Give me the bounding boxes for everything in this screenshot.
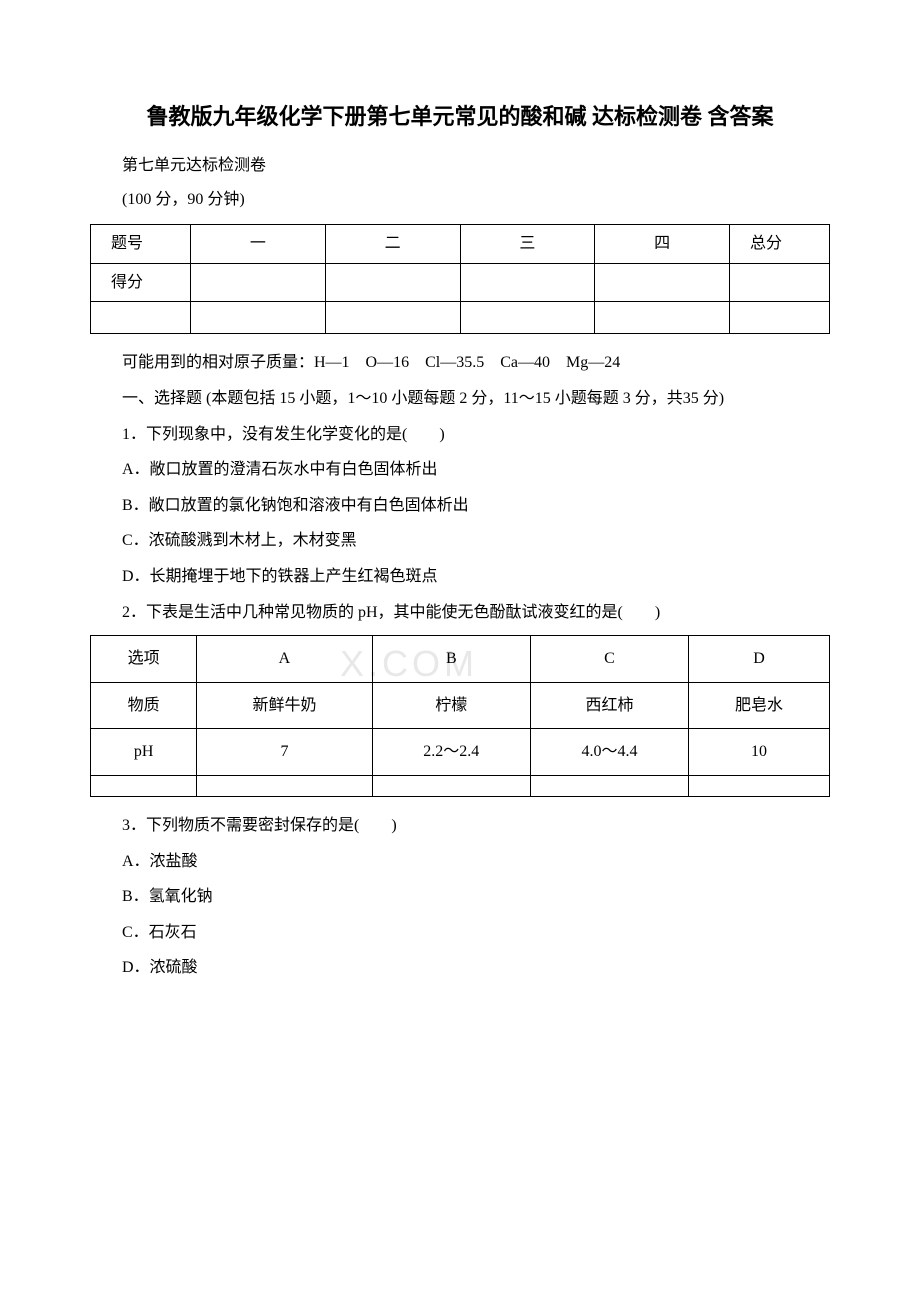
ph-cell: 2.2～2.4 — [372, 729, 530, 776]
ph-header: B — [372, 636, 530, 683]
ph-cell — [689, 775, 830, 796]
ph-label: pH — [91, 729, 197, 776]
question-stem: 3．下列物质不需要密封保存的是( ) — [90, 813, 830, 839]
ph-table: 选项 A B C D 物质 新鲜牛奶 柠檬 西红柿 肥皂水 pH 7 2.2～2… — [90, 635, 830, 797]
question-stem: 1．下列现象中，没有发生化学变化的是( ) — [90, 422, 830, 448]
question-stem: 2．下表是生活中几种常见物质的 pH，其中能使无色酚酞试液变红的是( ) — [90, 600, 830, 626]
ph-label: 物质 — [91, 682, 197, 729]
document-title: 鲁教版九年级化学下册第七单元常见的酸和碱 达标检测卷 含答案 — [90, 100, 830, 133]
score-cell — [595, 302, 730, 334]
ph-cell — [197, 775, 373, 796]
ph-cell — [91, 775, 197, 796]
ph-cell — [372, 775, 530, 796]
ph-cell: 新鲜牛奶 — [197, 682, 373, 729]
ph-cell: 肥皂水 — [689, 682, 830, 729]
ph-cell: 4.0～4.4 — [530, 729, 688, 776]
score-header-cell: 一 — [191, 225, 326, 264]
score-cell — [191, 302, 326, 334]
table-row: 选项 A B C D — [91, 636, 830, 683]
score-cell — [730, 302, 830, 334]
option-d: D．浓硫酸 — [90, 955, 830, 981]
score-header-cell: 四 — [595, 225, 730, 264]
ph-cell: 10 — [689, 729, 830, 776]
score-cell — [730, 263, 830, 302]
table-row: 题号 一 二 三 四 总分 — [91, 225, 830, 264]
ph-cell — [530, 775, 688, 796]
score-cell — [325, 302, 460, 334]
ph-header: C — [530, 636, 688, 683]
table-row — [91, 302, 830, 334]
table-row: pH 7 2.2～2.4 4.0～4.4 10 — [91, 729, 830, 776]
option-b: B．氢氧化钠 — [90, 884, 830, 910]
table-row — [91, 775, 830, 796]
score-header-cell: 总分 — [730, 225, 830, 264]
section-heading: 一、选择题 (本题包括 15 小题，1～10 小题每题 2 分，11～15 小题… — [90, 386, 830, 412]
exam-info: (100 分，90 分钟) — [90, 187, 830, 213]
table-row: 物质 新鲜牛奶 柠檬 西红柿 肥皂水 — [91, 682, 830, 729]
score-row-label: 得分 — [91, 263, 191, 302]
option-a: A．浓盐酸 — [90, 849, 830, 875]
score-header-label: 题号 — [91, 225, 191, 264]
ph-cell: 7 — [197, 729, 373, 776]
score-cell — [191, 263, 326, 302]
score-header-cell: 二 — [325, 225, 460, 264]
score-cell — [460, 302, 595, 334]
ph-header: D — [689, 636, 830, 683]
option-b: B．敞口放置的氯化钠饱和溶液中有白色固体析出 — [90, 493, 830, 519]
ph-cell: 西红柿 — [530, 682, 688, 729]
ph-header: 选项 — [91, 636, 197, 683]
ph-cell: 柠檬 — [372, 682, 530, 729]
score-cell — [460, 263, 595, 302]
score-cell — [595, 263, 730, 302]
score-cell — [325, 263, 460, 302]
score-header-cell: 三 — [460, 225, 595, 264]
score-table: 题号 一 二 三 四 总分 得分 — [90, 224, 830, 334]
ph-header: A — [197, 636, 373, 683]
score-cell — [91, 302, 191, 334]
option-c: C．石灰石 — [90, 920, 830, 946]
option-a: A．敞口放置的澄清石灰水中有白色固体析出 — [90, 457, 830, 483]
subtitle: 第七单元达标检测卷 — [90, 153, 830, 179]
option-d: D．长期掩埋于地下的铁器上产生红褐色斑点 — [90, 564, 830, 590]
option-c: C．浓硫酸溅到木材上，木材变黑 — [90, 528, 830, 554]
table-row: 得分 — [91, 263, 830, 302]
atomic-mass-note: 可能用到的相对原子质量：H—1 O—16 Cl—35.5 Ca—40 Mg—24 — [90, 350, 830, 376]
